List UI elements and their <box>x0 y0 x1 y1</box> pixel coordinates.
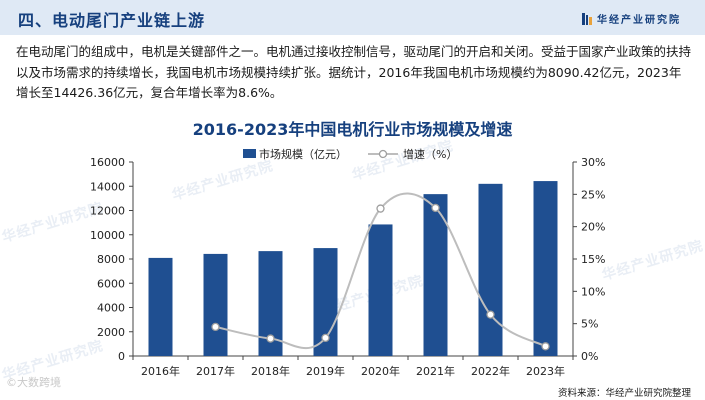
brand-name: 华经产业研究院 <box>597 15 681 26</box>
x-tick-label: 2023年 <box>526 364 565 378</box>
growth-point <box>321 333 330 343</box>
y-tick-label-right: 20% <box>581 221 605 234</box>
y-tick-label-right: 0% <box>581 350 598 363</box>
growth-point <box>431 203 440 213</box>
bar <box>368 224 393 356</box>
y-tick-label-left: 14000 <box>90 180 125 193</box>
x-tick-label: 2017年 <box>196 364 235 378</box>
bar <box>203 253 228 356</box>
bar <box>423 194 448 356</box>
growth-point <box>486 310 495 319</box>
y-tick-label-left: 12000 <box>90 205 125 218</box>
y-tick-label-right: 5% <box>581 318 598 331</box>
x-tick-label: 2020年 <box>361 364 400 378</box>
y-tick-label-left: 16000 <box>90 156 125 169</box>
legend-bar-swatch <box>243 149 256 158</box>
y-tick-label-right: 10% <box>581 285 605 298</box>
y-tick-label-left: 10000 <box>90 229 125 242</box>
growth-point <box>541 342 550 351</box>
corner-watermark: ©大数跨境 <box>6 376 61 389</box>
brand-logo-icon <box>582 12 592 25</box>
y-tick-label-left: 4000 <box>97 302 125 315</box>
bar <box>148 257 173 356</box>
y-tick-label-left: 6000 <box>97 277 125 290</box>
bar <box>533 181 558 356</box>
growth-point <box>211 322 220 332</box>
y-tick-label-right: 25% <box>581 188 605 201</box>
legend-bar-label: 市场规模（亿元） <box>259 147 347 161</box>
y-tick-label-left: 2000 <box>97 326 125 339</box>
y-tick-label-left: 0 <box>118 350 125 363</box>
growth-point <box>376 204 385 213</box>
section-title: 四、电动尾门产业链上游 <box>18 11 206 30</box>
legend-line-marker <box>378 149 388 159</box>
y-tick-label-right: 15% <box>581 253 605 266</box>
y-tick-label-left: 8000 <box>97 253 125 266</box>
growth-point <box>266 334 275 343</box>
source-note: 资料来源：华经产业研究院整理 <box>557 388 691 399</box>
x-tick-label: 2021年 <box>416 364 455 378</box>
x-tick-label: 2018年 <box>251 364 290 378</box>
intro-paragraph: 在电动尾门的组成中，电机是关键部件之一。电机通过接收控制信号，驱动尾门的开启和关… <box>16 44 692 100</box>
brand: 华经产业研究院 <box>582 11 681 26</box>
x-tick-label: 2022年 <box>471 364 510 378</box>
legend-line-label: 增速（%） <box>403 147 457 161</box>
bar <box>478 183 503 356</box>
y-tick-label-right: 30% <box>581 156 605 169</box>
x-tick-label: 2016年 <box>141 364 180 378</box>
chart-title: 2016-2023年中国电机行业市场规模及增速 <box>192 120 513 139</box>
x-tick-label: 2019年 <box>306 364 345 378</box>
